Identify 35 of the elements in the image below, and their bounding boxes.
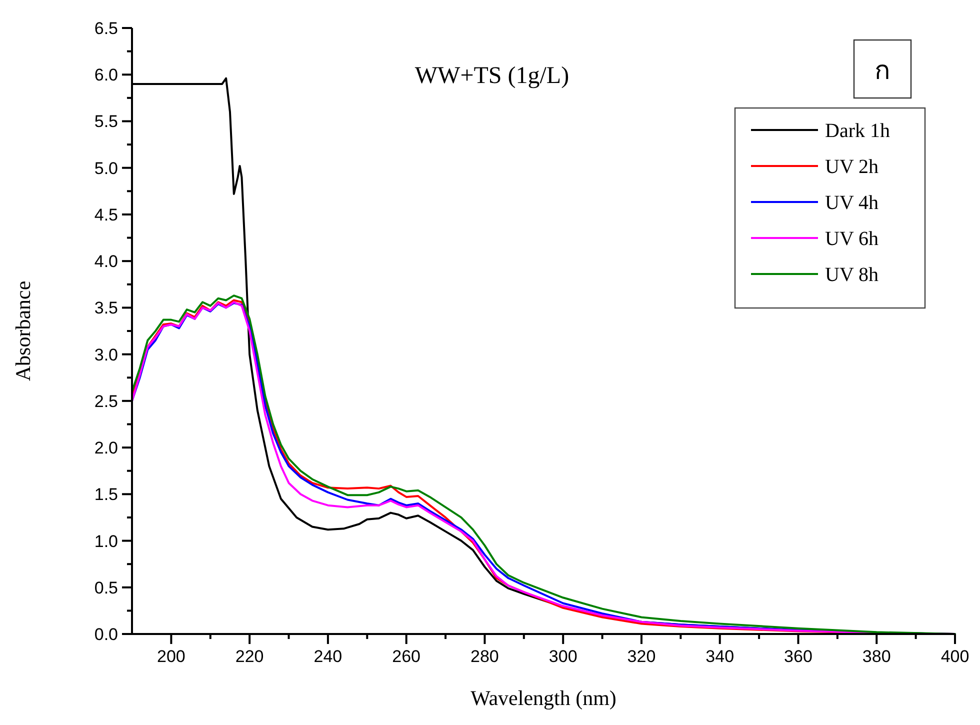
- x-tick-label: 260: [392, 647, 421, 666]
- y-tick-label: 2.5: [94, 392, 118, 411]
- text: WW+TS (1g/L): [414, 63, 570, 89]
- x-tick-label: 240: [314, 647, 342, 666]
- x-tick-label: 200: [157, 647, 186, 666]
- y-tick-label: 6.5: [94, 19, 118, 38]
- x-tick-label: 320: [627, 647, 656, 666]
- y-tick-label: 2.0: [94, 438, 118, 458]
- y-tick-label: 1.5: [94, 485, 118, 504]
- legend-label: UV 2h: [825, 156, 879, 178]
- y-tick-label: 0.0: [94, 625, 118, 644]
- x-tick-label: 220: [235, 647, 264, 666]
- x-tick-label: 360: [784, 647, 812, 666]
- x-axis-title: Wavelength (nm): [470, 686, 616, 710]
- legend-label: UV 4h: [825, 192, 879, 214]
- x-tick-label: 280: [470, 647, 499, 666]
- y-tick-label: 4.5: [94, 205, 118, 224]
- legend-label: Dark 1h: [825, 120, 890, 142]
- x-tick-label: 380: [862, 647, 891, 666]
- y-axis-title: Absorbance: [11, 280, 35, 382]
- legend-label: UV 6h: [825, 228, 879, 250]
- legend-label: UV 8h: [825, 264, 879, 286]
- y-tick-label: 3.0: [94, 345, 118, 364]
- y-tick-label: 6.0: [94, 66, 118, 85]
- x-tick-label: 400: [940, 647, 970, 666]
- annotation: ก: [874, 55, 890, 85]
- y-tick-label: 5.0: [94, 158, 118, 178]
- y-tick-label: 3.5: [94, 298, 118, 318]
- y-tick-label: 4.0: [94, 252, 118, 272]
- annotation-box: ก: [853, 39, 912, 99]
- y-tick-label: 5.5: [94, 112, 118, 132]
- x-tick-label: 340: [706, 647, 734, 666]
- x-tick-label: 300: [548, 647, 578, 666]
- y-tick-label: 1.0: [94, 532, 118, 551]
- y-tick-label: 0.5: [94, 578, 118, 598]
